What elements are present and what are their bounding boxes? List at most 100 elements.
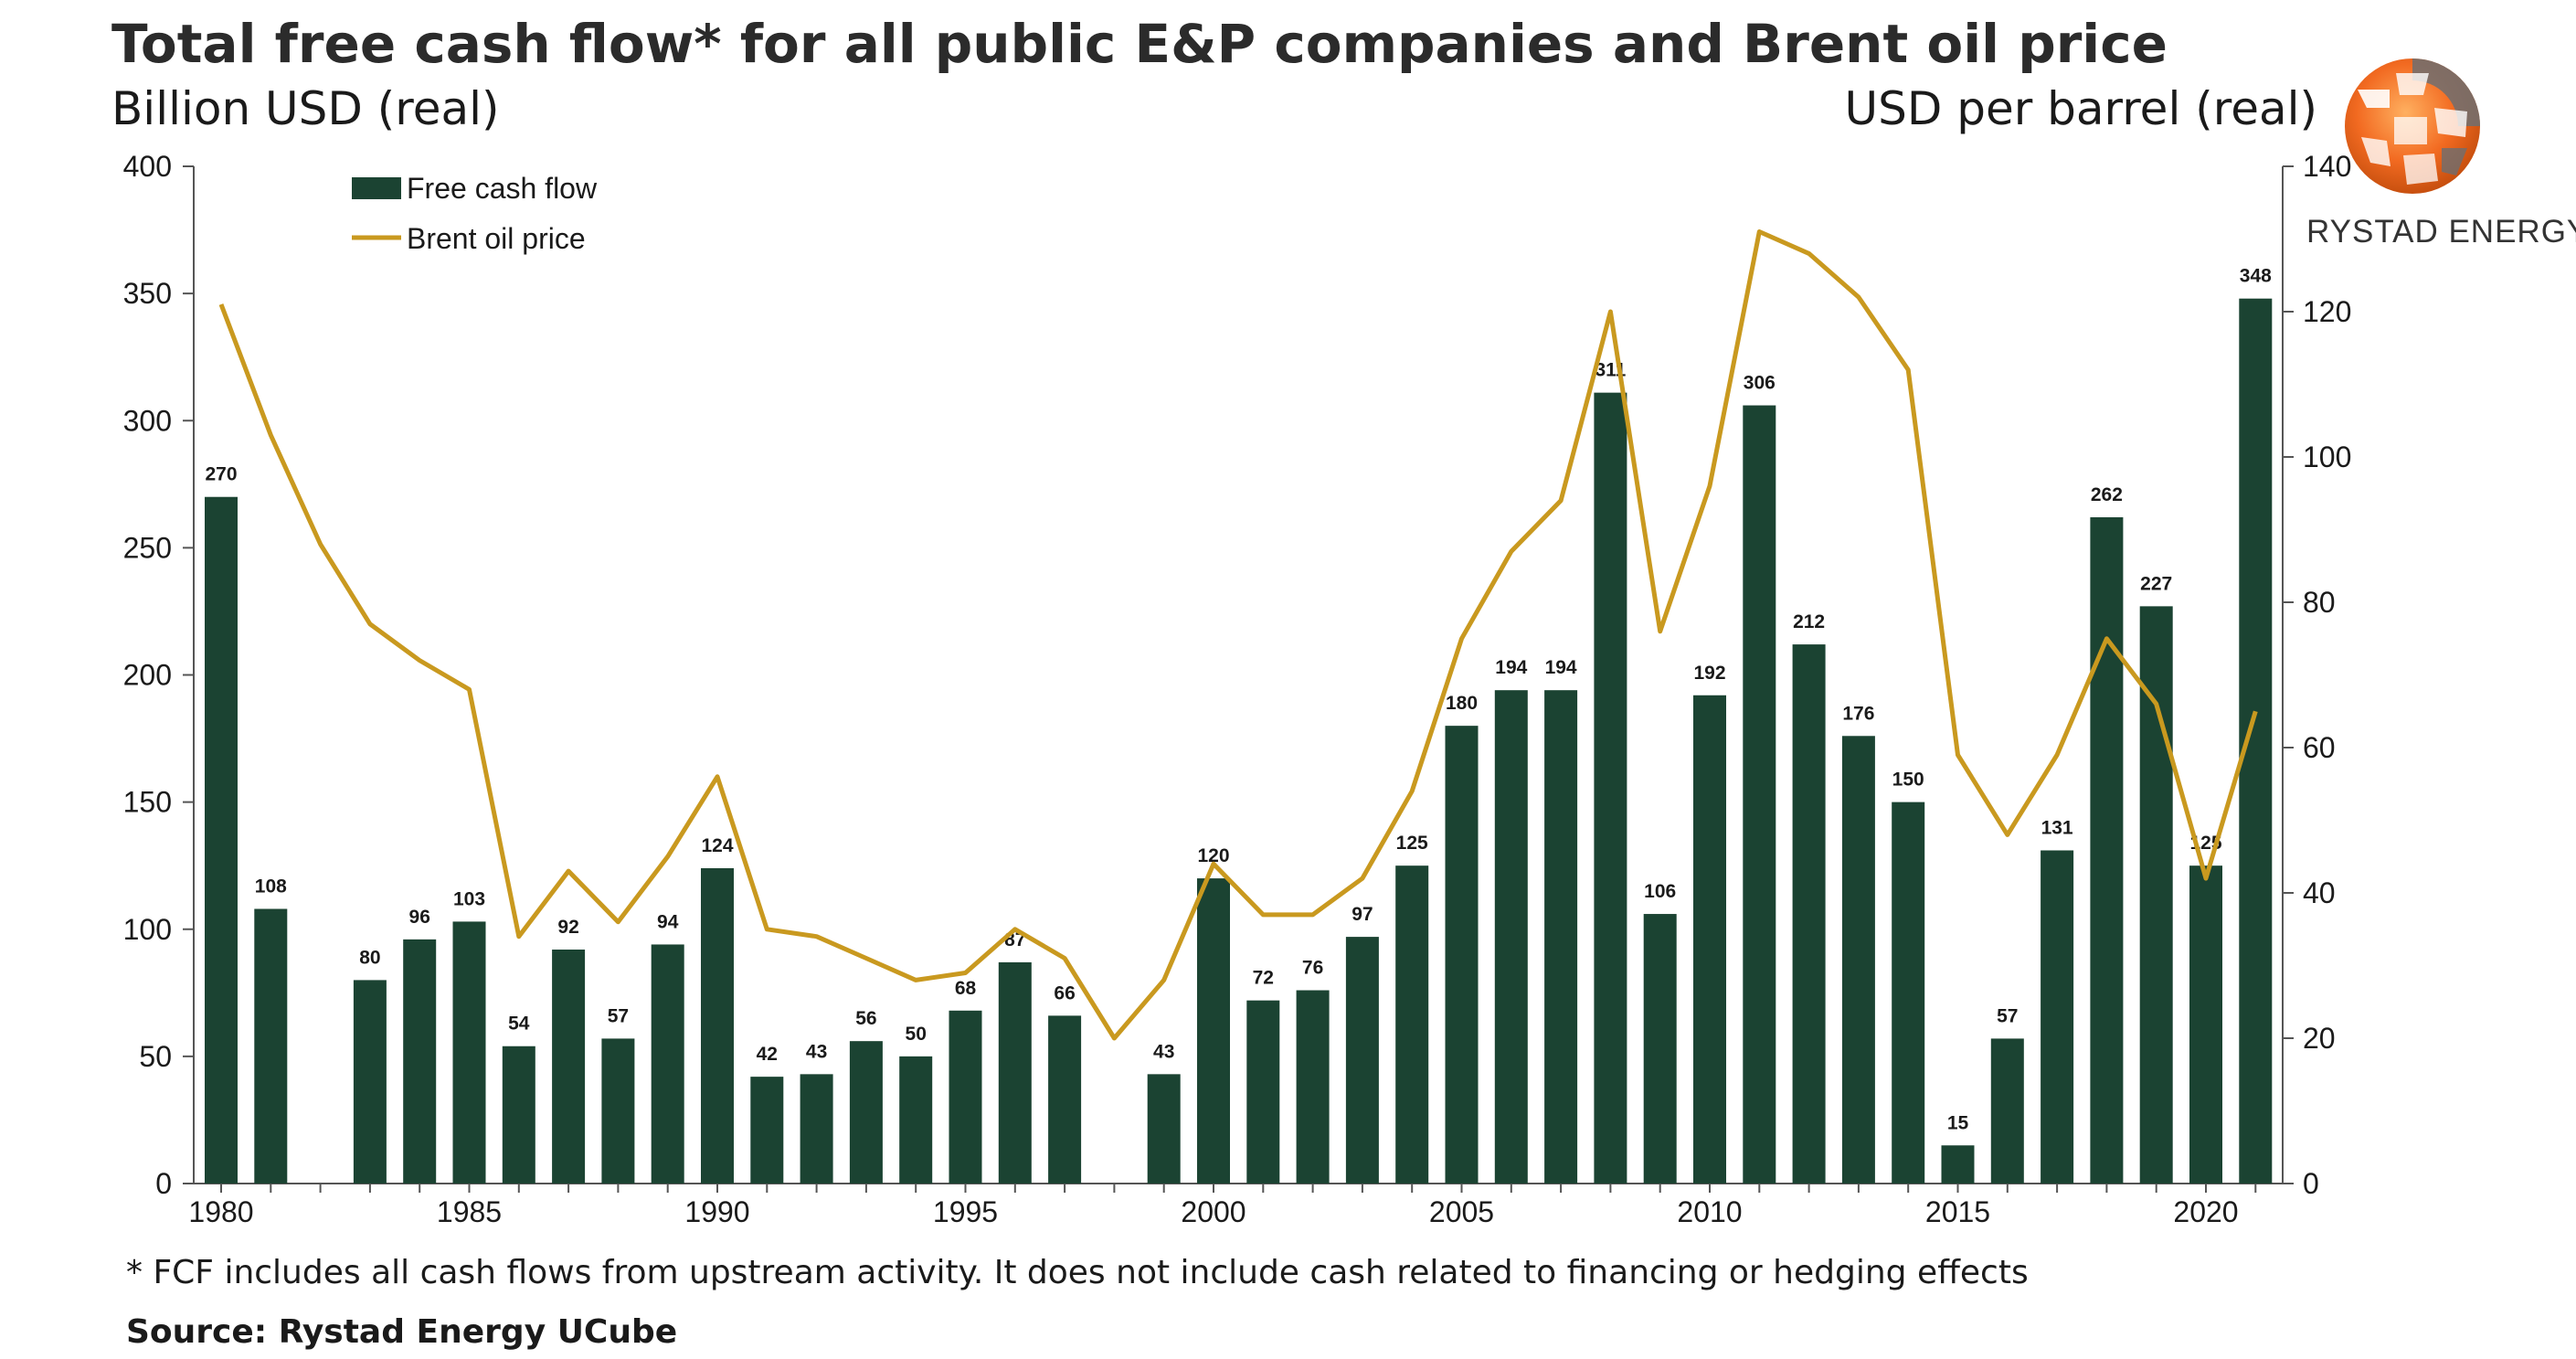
- fcf-bar: [205, 496, 238, 1184]
- fcf-bar-label: 94: [657, 911, 679, 932]
- fcf-bar-label: 106: [1644, 881, 1676, 902]
- fcf-bar: [701, 867, 734, 1184]
- x-axis-tick-label: 1985: [437, 1195, 502, 1228]
- fcf-bar-label: 72: [1253, 968, 1274, 989]
- fcf-bar-label: 227: [2140, 573, 2172, 594]
- x-axis-tick-label: 2000: [1181, 1195, 1246, 1228]
- fcf-bar-label: 50: [906, 1024, 927, 1045]
- fcf-bars: [205, 298, 2273, 1184]
- fcf-bar-label: 348: [2240, 266, 2272, 287]
- fcf-bar-label: 76: [1302, 958, 1323, 979]
- fcf-bar: [1544, 690, 1578, 1184]
- left-axis-tick-label: 150: [123, 786, 172, 819]
- fcf-bar-label: 68: [955, 978, 977, 999]
- fcf-bar-label: 150: [1892, 770, 1924, 791]
- fcf-bar-label: 54: [508, 1014, 530, 1035]
- fcf-bar-label: 194: [1545, 657, 1577, 678]
- fcf-bar: [353, 980, 387, 1184]
- source-note: Source: Rystad Energy UCube: [126, 1313, 678, 1351]
- left-axis-tick-label: 400: [123, 150, 172, 183]
- x-axis-tick-label: 1980: [188, 1195, 253, 1228]
- left-axis-tick-label: 100: [123, 913, 172, 946]
- fcf-bar-label: 80: [359, 947, 380, 968]
- left-axis-tick-label: 250: [123, 531, 172, 564]
- fcf-bar: [899, 1056, 933, 1184]
- fcf-bar-label: 125: [1396, 833, 1428, 854]
- fcf-bar: [750, 1077, 784, 1184]
- fcf-bar-label: 43: [1153, 1041, 1174, 1062]
- left-axis-tick-label: 300: [123, 404, 172, 437]
- right-axis-unit: USD per barrel (real): [1844, 82, 2317, 135]
- fcf-bar-label: 262: [2091, 484, 2123, 505]
- rystad-energy-logo-text: RYSTAD ENERGY: [2306, 214, 2576, 250]
- fcf-bar-label: 96: [409, 907, 430, 928]
- fcf-bar-label: 56: [855, 1008, 876, 1029]
- fcf-bar: [502, 1046, 535, 1184]
- fcf-bar: [1941, 1145, 1975, 1184]
- fcf-bar: [2139, 606, 2173, 1184]
- right-axis-tick-label: 20: [2303, 1022, 2336, 1055]
- fcf-bar: [998, 961, 1032, 1184]
- fcf-bar: [1841, 736, 1875, 1184]
- fcf-bar: [254, 908, 288, 1184]
- fcf-bar-label: 57: [1997, 1005, 2018, 1026]
- fcf-bar: [2090, 516, 2124, 1184]
- fcf-bar-label: 108: [255, 876, 287, 897]
- fcf-bar-label: 124: [701, 835, 733, 856]
- fcf-bar: [949, 1010, 982, 1184]
- right-axis-tick-label: 0: [2303, 1167, 2319, 1200]
- fcf-bar: [1395, 865, 1429, 1184]
- fcf-bar: [1643, 914, 1677, 1184]
- fcf-bar: [2189, 865, 2222, 1184]
- fcf-bar: [601, 1038, 635, 1184]
- fcf-bar-label: 192: [1693, 663, 1725, 684]
- x-axis-tick-label: 1990: [684, 1195, 749, 1228]
- fcf-bar-label: 42: [757, 1044, 778, 1065]
- left-axis-unit: Billion USD (real): [111, 82, 500, 135]
- fcf-bar: [1147, 1074, 1181, 1184]
- right-axis-tick-label: 60: [2303, 731, 2336, 764]
- brent-line: [218, 229, 2258, 1041]
- chart-legend: Free cash flow Brent oil price: [352, 172, 598, 255]
- fcf-bar: [452, 921, 486, 1184]
- fcf-bar: [2239, 298, 2273, 1184]
- left-axis-tick-label: 350: [123, 277, 172, 310]
- rystad-globe-logo-icon: [2345, 58, 2480, 194]
- x-axis-tick-label: 2015: [1925, 1195, 1990, 1228]
- chart-title: Total free cash flow* for all public E&P…: [111, 13, 2168, 75]
- fcf-bar-label: 97: [1352, 904, 1373, 925]
- fcf-bar-label: 176: [1842, 703, 1874, 724]
- fcf-bar: [1792, 644, 1826, 1184]
- right-axis-tick-label: 140: [2303, 150, 2351, 183]
- fcf-bar-label: 194: [1495, 657, 1527, 678]
- fcf-bar-label: 120: [1197, 845, 1229, 866]
- fcf-bar: [1892, 802, 1925, 1184]
- footnote: * FCF includes all cash flows from upstr…: [126, 1254, 2029, 1291]
- right-axis-tick-label: 40: [2303, 876, 2336, 909]
- fcf-bar-label: 270: [205, 464, 237, 485]
- fcf-bar: [1594, 392, 1627, 1184]
- fcf-bar: [1246, 1000, 1280, 1184]
- fcf-bar: [1990, 1038, 2024, 1184]
- fcf-bar: [1693, 695, 1726, 1184]
- legend-brent-label: Brent oil price: [407, 222, 586, 255]
- fcf-bar: [1494, 690, 1528, 1184]
- fcf-bar-label: 131: [2041, 817, 2073, 838]
- x-axis-tick-label: 1995: [933, 1195, 998, 1228]
- fcf-bar: [1743, 405, 1776, 1184]
- fcf-bar: [1345, 937, 1379, 1184]
- left-axis-tick-label: 50: [139, 1040, 172, 1073]
- fcf-bar-label: 66: [1054, 982, 1075, 1003]
- fcf-bar: [849, 1041, 883, 1184]
- fcf-bar: [552, 950, 586, 1184]
- fcf-bar: [651, 944, 684, 1184]
- right-axis-tick-label: 120: [2303, 295, 2351, 328]
- legend-fcf-label: Free cash flow: [407, 172, 598, 205]
- fcf-bar: [1048, 1015, 1082, 1184]
- x-axis-tick-label: 2020: [2173, 1195, 2238, 1228]
- fcf-bar-label: 212: [1793, 611, 1825, 632]
- fcf-bar: [1296, 990, 1330, 1184]
- fcf-bar: [2041, 850, 2074, 1184]
- brent-oil-price-line: [218, 229, 2258, 1041]
